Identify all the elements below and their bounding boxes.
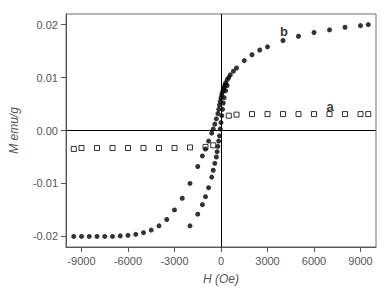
svg-text:0.00: 0.00 <box>37 125 58 137</box>
svg-text:-9000: -9000 <box>67 255 95 267</box>
svg-text:0.01: 0.01 <box>37 72 58 84</box>
svg-text:3000: 3000 <box>255 255 279 267</box>
svg-text:b: b <box>280 24 288 39</box>
svg-text:0.02: 0.02 <box>37 19 58 31</box>
svg-text:-0.02: -0.02 <box>33 230 58 242</box>
svg-text:H (Oe): H (Oe) <box>203 272 239 286</box>
svg-text:-3000: -3000 <box>160 255 188 267</box>
svg-text:-6000: -6000 <box>114 255 142 267</box>
svg-text:9000: 9000 <box>348 255 372 267</box>
svg-text:a: a <box>326 99 334 114</box>
svg-text:0: 0 <box>218 255 224 267</box>
svg-text:-0.01: -0.01 <box>33 177 58 189</box>
svg-text:M emu/g: M emu/g <box>7 107 21 154</box>
svg-text:6000: 6000 <box>302 255 326 267</box>
